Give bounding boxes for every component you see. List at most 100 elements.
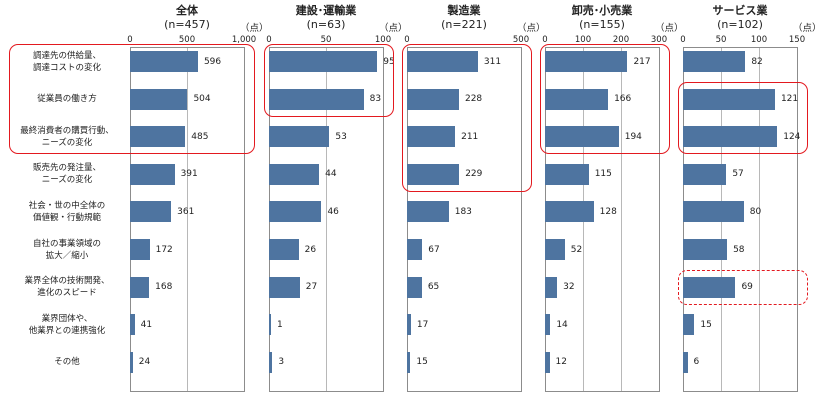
x-tick-label: 0	[542, 35, 548, 45]
unit-label: （点）	[655, 23, 684, 34]
category-label: 従業員の働き方	[8, 93, 126, 105]
bar-value-label: 14	[556, 319, 568, 330]
x-tick-label: 50	[715, 35, 727, 45]
bar	[545, 201, 594, 223]
bar	[683, 88, 775, 110]
bar-value-label: 17	[416, 319, 429, 330]
x-tick-label: 500	[512, 35, 530, 45]
x-tick-label: 100	[374, 35, 392, 45]
bar-value-label: 166	[614, 94, 632, 105]
bar	[130, 51, 198, 72]
bar-value-label: 26	[304, 244, 317, 255]
category-label: 社会・世の中全体の 価値観・行動規範	[8, 200, 126, 224]
bar	[545, 163, 589, 185]
category-label: 業界団体や、 他業界との連携強化	[8, 313, 126, 337]
category-label: 最終消費者の購買行動、 ニーズの変化	[8, 125, 126, 149]
bar	[545, 239, 565, 260]
x-tick-label: 100	[750, 35, 768, 45]
panel-sample-size: (n=63)	[306, 18, 346, 31]
category-label-line: 拡大／縮小	[45, 250, 89, 261]
panel-sample-size: (n=221)	[441, 18, 487, 31]
bar	[545, 51, 628, 72]
panel-title: 全体	[176, 4, 198, 17]
category-label-line: 他業界との連携強化	[28, 325, 106, 336]
bar	[683, 51, 746, 72]
bar	[407, 201, 449, 223]
bar-value-label: 95	[383, 56, 395, 67]
bar	[130, 163, 175, 185]
bar-value-label: 15	[416, 357, 428, 368]
unit-label: （点）	[240, 23, 269, 34]
bar	[130, 314, 135, 336]
category-label-line: ニーズの変化	[41, 137, 93, 148]
bar	[545, 314, 551, 336]
bar	[269, 88, 364, 110]
category-label: 業界全体の技術開発、 進化のスピード	[8, 275, 126, 299]
bar	[683, 239, 728, 260]
bar-value-label: 128	[599, 206, 617, 217]
category-label-line: 調達先の供給量、	[32, 50, 101, 61]
bar-value-label: 3	[278, 357, 285, 368]
bar	[407, 163, 460, 185]
bar	[545, 88, 609, 110]
bar	[269, 239, 299, 260]
category-label: 調達先の供給量、 調達コストの変化	[8, 50, 126, 74]
bar	[269, 201, 322, 223]
x-tick-label: 500	[178, 35, 196, 45]
x-tick-label: 0	[404, 35, 410, 45]
panel-sample-size: (n=457)	[164, 18, 210, 31]
bar-value-label: 172	[155, 244, 173, 255]
category-label-line: 社会・世の中全体の	[28, 200, 106, 211]
bar	[130, 88, 188, 110]
category-label-line: 価値観・行動規範	[32, 212, 101, 223]
bar-value-label: 67	[428, 244, 440, 255]
bar-value-label: 15	[700, 319, 712, 330]
bar-value-label: 183	[454, 206, 472, 217]
bar-value-label: 24	[138, 357, 151, 368]
bar	[545, 351, 550, 373]
category-label: その他	[8, 356, 126, 368]
x-tick-label: 100	[574, 35, 592, 45]
bar-value-label: 80	[749, 206, 762, 217]
bar	[407, 51, 478, 72]
bar	[683, 126, 778, 148]
x-tick-label: 0	[680, 35, 686, 45]
category-label-line: 調達コストの変化	[32, 62, 101, 73]
bar	[269, 163, 320, 185]
bar	[407, 126, 456, 148]
panel-sample-size: (n=155)	[579, 18, 625, 31]
category-label-line: 進化のスピード	[37, 288, 97, 299]
gridline	[326, 47, 327, 392]
panel-sample-size: (n=102)	[717, 18, 763, 31]
x-tick-label: 0	[266, 35, 272, 45]
category-label-line: その他	[54, 357, 80, 368]
unit-label: （点）	[379, 23, 408, 34]
bar	[130, 276, 150, 298]
category-label-line: 販売先の発注量、	[32, 163, 101, 174]
x-tick-label: 200	[612, 35, 630, 45]
bar-value-label: 228	[464, 94, 483, 105]
gridline	[621, 47, 622, 392]
highlight-box	[264, 44, 394, 117]
bar	[683, 314, 695, 336]
bar-value-label: 504	[193, 94, 211, 105]
panel-title: 製造業	[447, 4, 481, 17]
bar	[407, 314, 411, 336]
category-label-line: 業界全体の技術開発、	[24, 276, 110, 287]
highlight-box	[402, 44, 532, 192]
bar	[545, 126, 619, 148]
bar-value-label: 311	[483, 56, 502, 67]
x-tick-label: 50	[320, 35, 332, 45]
bar-value-label: 361	[177, 206, 195, 217]
highlight-box	[540, 44, 670, 155]
bar-value-label: 229	[465, 169, 483, 180]
category-label-line: 従業員の働き方	[37, 94, 97, 105]
bar-value-label: 32	[563, 282, 575, 293]
bar	[269, 51, 378, 72]
category-label-line: 自社の事業領域の	[32, 238, 101, 249]
bar	[130, 239, 150, 260]
bar	[407, 351, 411, 373]
bar	[269, 351, 273, 373]
bar-value-label: 27	[305, 282, 318, 293]
